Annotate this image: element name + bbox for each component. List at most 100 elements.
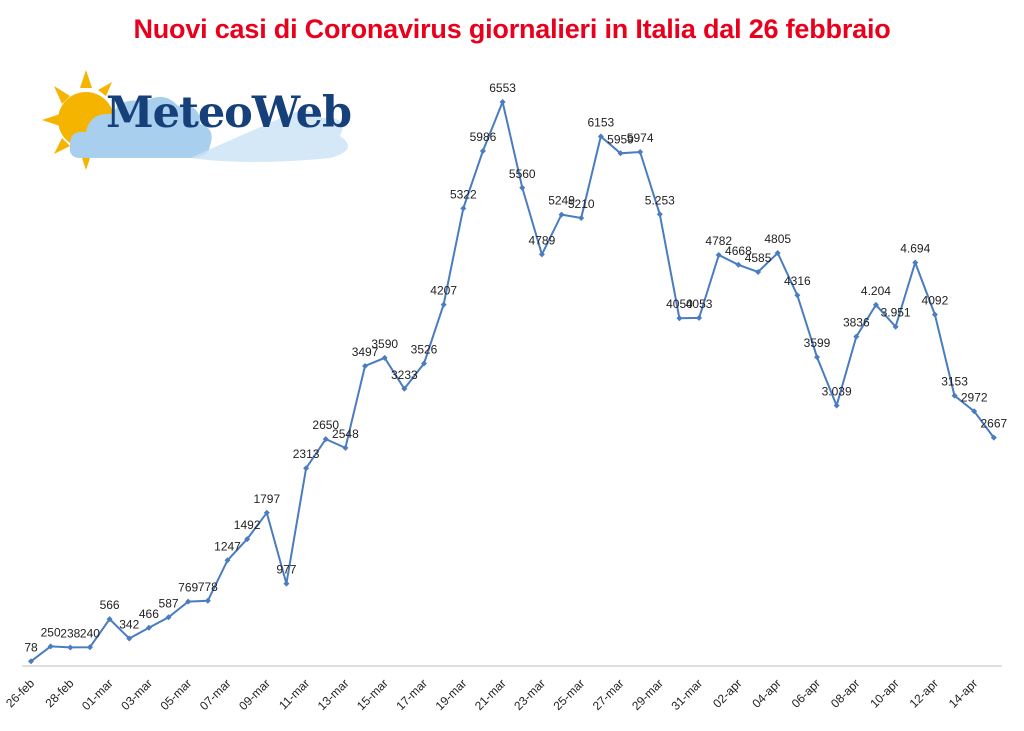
- x-tick-label: 31-mar: [668, 676, 705, 713]
- x-tick-label: 03-mar: [118, 676, 155, 713]
- data-label: 1492: [234, 518, 261, 532]
- data-label: 3.039: [822, 385, 852, 399]
- data-label: 566: [100, 598, 120, 612]
- data-point: [244, 536, 251, 543]
- data-label: 78: [24, 640, 38, 654]
- data-point: [872, 301, 879, 308]
- x-tick-label: 29-mar: [629, 676, 666, 713]
- data-point: [538, 251, 545, 258]
- data-point: [971, 408, 978, 415]
- data-point: [814, 354, 820, 361]
- data-point: [322, 436, 329, 443]
- data-label: 238: [60, 626, 80, 640]
- data-label: 4050: [666, 297, 693, 311]
- data-label: 5322: [450, 187, 477, 201]
- data-label: 4.694: [900, 242, 930, 256]
- data-label: 778: [198, 580, 218, 594]
- x-tick-label: 08-apr: [828, 676, 862, 710]
- data-point: [931, 311, 938, 318]
- data-label: 3526: [411, 342, 438, 356]
- data-point: [853, 333, 860, 340]
- x-tick-label: 25-mar: [551, 676, 588, 713]
- data-point: [676, 315, 683, 322]
- x-tick-label: 07-mar: [197, 676, 234, 713]
- x-tick-label: 21-mar: [472, 676, 509, 713]
- data-point: [656, 211, 663, 218]
- data-point: [912, 259, 919, 266]
- data-point: [283, 580, 290, 587]
- data-point: [499, 99, 506, 105]
- x-tick-label: 09-mar: [236, 676, 273, 713]
- x-tick-label: 23-mar: [511, 676, 548, 713]
- x-tick-label: 28-feb: [42, 676, 76, 710]
- x-tick-label: 19-mar: [433, 676, 470, 713]
- x-tick-label: 02-apr: [710, 676, 744, 710]
- data-point: [440, 301, 447, 308]
- data-label: 342: [119, 617, 139, 631]
- meteoweb-logo: MeteoWeb: [40, 66, 380, 176]
- data-point: [145, 624, 152, 631]
- data-label: 6153: [587, 116, 614, 130]
- data-label: 2313: [293, 447, 320, 461]
- data-label: 6553: [489, 81, 516, 95]
- x-tick-label: 05-mar: [158, 676, 195, 713]
- data-point: [637, 149, 644, 156]
- data-label: 5210: [568, 197, 595, 211]
- data-point: [204, 597, 211, 604]
- data-label: 1247: [214, 539, 241, 553]
- data-point: [519, 184, 526, 191]
- data-label: 250: [41, 625, 61, 639]
- x-tick-label: 04-apr: [749, 676, 783, 710]
- data-point: [342, 444, 349, 451]
- data-point: [185, 598, 192, 605]
- data-point: [578, 214, 585, 221]
- data-label: 240: [80, 626, 100, 640]
- data-point: [303, 465, 310, 472]
- data-label: 5974: [627, 131, 654, 145]
- data-label: 2548: [332, 427, 359, 441]
- data-label: 587: [159, 596, 179, 610]
- data-label: 466: [139, 607, 159, 621]
- data-label: 2650: [312, 418, 339, 432]
- data-label: 4805: [764, 232, 791, 246]
- data-label: 3590: [371, 337, 398, 351]
- chart-title: Nuovi casi di Coronavirus giornalieri in…: [133, 14, 891, 44]
- data-point: [990, 434, 997, 441]
- data-label: 4585: [745, 251, 772, 265]
- data-point: [47, 643, 54, 650]
- data-label: 1797: [253, 492, 280, 506]
- data-point: [362, 362, 369, 369]
- data-label: 5959: [607, 132, 634, 146]
- data-point: [460, 205, 467, 212]
- data-point: [755, 268, 762, 275]
- series-line: [30, 98, 995, 663]
- x-tick-label: 13-mar: [315, 676, 352, 713]
- data-point: [263, 509, 270, 516]
- data-label: 4053: [686, 297, 713, 311]
- data-label: 5249: [548, 194, 575, 208]
- data-label: 4092: [922, 294, 949, 308]
- data-point: [617, 150, 624, 157]
- data-label: 3599: [804, 336, 831, 350]
- data-point: [774, 249, 781, 256]
- data-label: 4207: [430, 284, 457, 298]
- data-point: [892, 323, 899, 330]
- data-label: 3.951: [881, 306, 911, 320]
- x-tick-label: 17-mar: [393, 676, 430, 713]
- sun-cloud-icon: [42, 70, 348, 170]
- x-tick-label: 11-mar: [276, 676, 312, 712]
- data-point: [67, 644, 74, 651]
- data-point: [165, 614, 172, 621]
- x-tick-label: 12-apr: [907, 676, 941, 710]
- data-point: [28, 658, 34, 665]
- data-label: 4316: [784, 274, 811, 288]
- data-point: [479, 147, 486, 154]
- data-point: [715, 251, 722, 258]
- data-label: 3153: [941, 375, 968, 389]
- data-point: [833, 402, 840, 409]
- data-label: 977: [276, 563, 296, 577]
- x-tick-label: 01-mar: [79, 676, 116, 713]
- data-label: 4789: [529, 233, 556, 247]
- data-label: 4.204: [861, 284, 891, 298]
